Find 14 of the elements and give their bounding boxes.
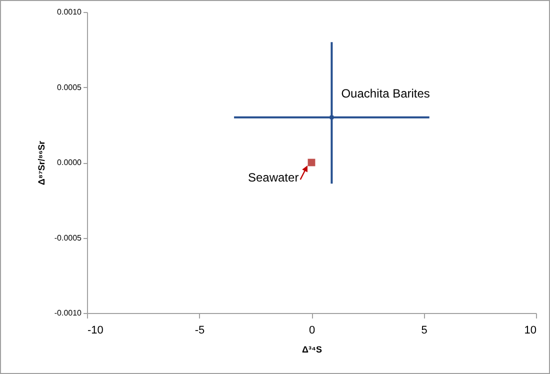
y-tick-label: 0.0010	[57, 8, 82, 16]
y-tick-label: 0.0000	[57, 158, 82, 167]
y-axis-title: Δ⁸⁷Sr/⁸⁶Sr	[36, 140, 46, 186]
x-tick-label: 5	[421, 324, 428, 336]
y-tick-label: -0.0005	[54, 233, 82, 242]
y-tick-label: -0.0010	[54, 308, 82, 318]
series-label: Seawater	[248, 170, 299, 185]
series-label: Ouachita Barites	[341, 86, 430, 100]
x-tick-label: 0	[308, 324, 316, 336]
x-tick-label: 10	[524, 324, 536, 336]
x-axis-title: Δ³⁴S	[302, 344, 322, 354]
y-tick-label: 0.0005	[57, 82, 82, 92]
x-tick-label: -5	[194, 324, 205, 336]
x-tick-label: -10	[88, 324, 104, 336]
